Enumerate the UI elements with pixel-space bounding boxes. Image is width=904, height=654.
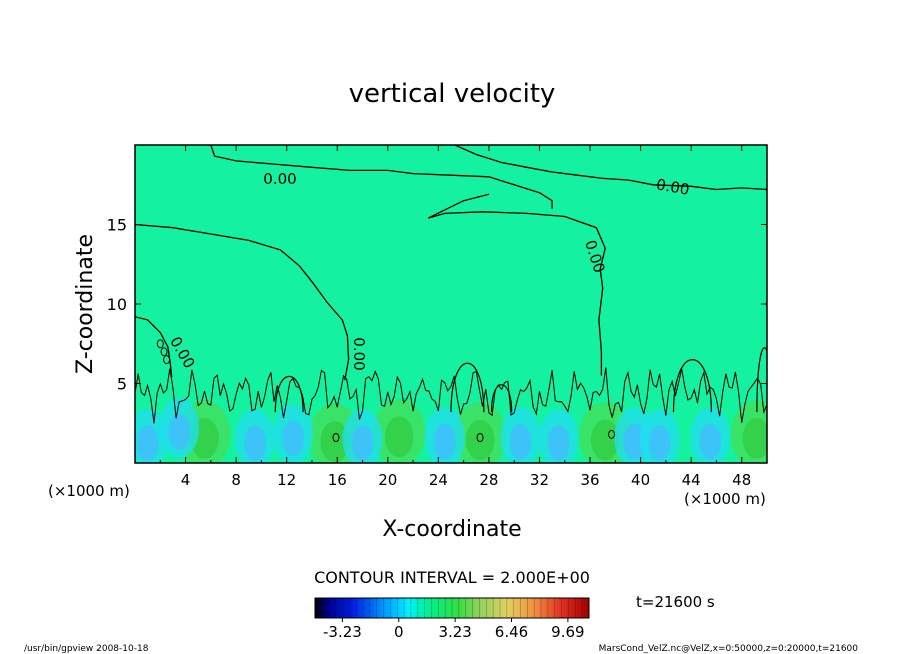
contour-label-center: 0.00 — [350, 337, 368, 370]
x-tick-label-8: 36 — [580, 471, 599, 489]
y-tick-label-0: 5 — [117, 375, 127, 394]
downdraft-core-9 — [282, 420, 304, 457]
velocity-field — [135, 398, 767, 463]
downdraft-core-13 — [547, 425, 570, 462]
updraft-core-4 — [590, 419, 620, 461]
y-axis-label: Z-coordinate — [73, 234, 98, 374]
x-tick-label-1: 8 — [231, 471, 241, 489]
zero-contour-1 — [454, 145, 767, 191]
zero-contour-2 — [427, 193, 606, 376]
colorbar-tick-label-0: -3.23 — [323, 623, 362, 641]
colorbar-tick-label-1: 0 — [394, 623, 404, 641]
closed-contour-3 — [332, 433, 340, 443]
downdraft-core-15 — [648, 425, 671, 462]
zero-contour-0 — [210, 145, 553, 209]
downdraft-core-16 — [699, 423, 722, 460]
x-tick-label-7: 32 — [530, 471, 549, 489]
x-unit-right: (×1000 m) — [684, 490, 766, 508]
plume-contour-3 — [490, 384, 513, 413]
x-tick-label-10: 44 — [682, 471, 701, 489]
plume-contour-1 — [450, 362, 485, 413]
downdraft-core-10 — [351, 425, 374, 462]
footer-right: MarsCond_VelZ.nc@VelZ,x=0:50000,z=0:2000… — [599, 644, 859, 654]
downdraft-core-7 — [168, 414, 191, 451]
x-unit-left: (×1000 m) — [48, 482, 130, 500]
chart-title: vertical velocity — [349, 79, 556, 109]
time-label: t=21600 s — [636, 593, 715, 611]
plume-contour-0 — [274, 375, 304, 413]
x-tick-label-3: 16 — [328, 471, 347, 489]
x-tick-label-5: 24 — [429, 471, 448, 489]
updraft-core-2 — [384, 416, 414, 458]
closed-contour-1 — [160, 347, 168, 357]
contour-label-top-left: 0.00 — [263, 170, 296, 188]
x-tick-label-4: 20 — [378, 471, 397, 489]
downdraft-core-11 — [433, 423, 456, 460]
colorbar-tick-label-3: 6.46 — [495, 623, 528, 641]
updraft-core-5 — [742, 417, 767, 459]
y-tick-label-1: 10 — [107, 295, 127, 314]
downdraft-core-6 — [136, 425, 159, 462]
downdraft-core-8 — [244, 425, 267, 462]
x-tick-label-0: 4 — [181, 471, 191, 489]
downdraft-core-14 — [623, 423, 646, 460]
zero-contours — [135, 145, 767, 443]
x-axis-ticks: 4 8 12 16 20 24 28 32 36 40 44 48 — [159, 145, 751, 489]
x-tick-label-9: 40 — [631, 471, 650, 489]
colorbar-ticks: -3.23 0 3.23 6.46 9.69 — [323, 618, 585, 641]
colorbar-tick-label-4: 9.69 — [551, 623, 584, 641]
plume-contour-4 — [756, 347, 767, 413]
colorbar-tick-label-2: 3.23 — [438, 623, 471, 641]
updraft-core-3 — [465, 419, 495, 461]
turbulent-contour — [135, 367, 767, 424]
x-tick-label-6: 28 — [479, 471, 498, 489]
zero-contour-3 — [135, 223, 350, 381]
x-tick-label-2: 12 — [277, 471, 296, 489]
x-axis-label: X-coordinate — [382, 517, 521, 542]
plume-contour-2 — [672, 359, 712, 413]
downdraft-core-12 — [509, 423, 532, 460]
zero-contour-4 — [135, 316, 173, 378]
x-tick-label-11: 48 — [732, 471, 751, 489]
closed-contour-5 — [608, 429, 616, 439]
colorbar-segments — [321, 598, 583, 618]
closed-contour-4 — [476, 433, 484, 443]
closed-contour-0 — [156, 339, 164, 349]
colorbar — [314, 597, 590, 619]
y-axis-ticks: 5 10 15 — [107, 216, 767, 394]
closed-contour-2 — [163, 355, 171, 365]
footer-left: /usr/bin/gpview 2008-10-18 — [24, 644, 149, 654]
y-tick-label-2: 15 — [107, 216, 127, 235]
contour-label-top-right: 0.00 — [655, 175, 691, 199]
contour-interval-text: CONTOUR INTERVAL = 2.000E+00 — [314, 568, 590, 587]
